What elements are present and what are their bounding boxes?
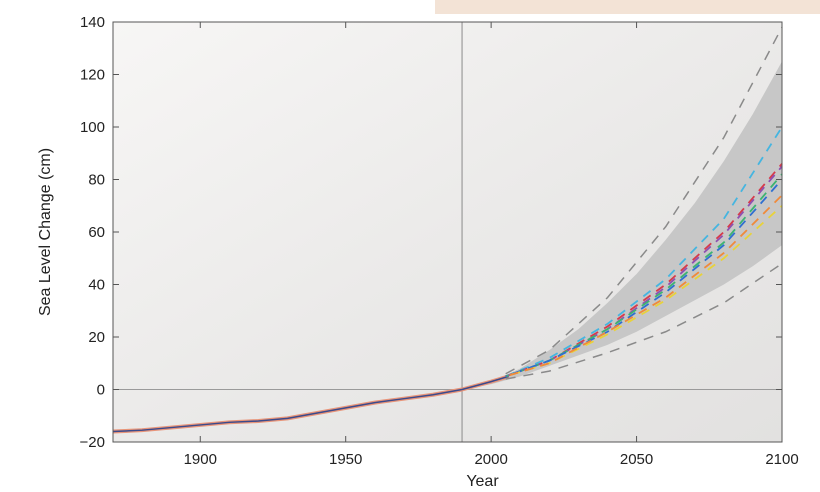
projection-series-2 [505, 163, 783, 378]
projection-series-7 [505, 194, 783, 378]
projection-series-1 [505, 126, 783, 378]
y-tick-label: 140 [80, 14, 105, 31]
x-axis-label: Year [466, 473, 499, 490]
x-tick-label: 1950 [329, 451, 362, 468]
y-tick-label: 80 [88, 172, 105, 189]
observed-smoothed-series [112, 375, 509, 433]
y-tick-label: 60 [88, 224, 105, 241]
y-tick-label: 0 [97, 382, 105, 399]
x-tick-label: 1900 [184, 451, 217, 468]
y-tick-label: 120 [80, 67, 105, 84]
projection-series-5 [505, 178, 783, 378]
y-tick-label: 40 [88, 277, 105, 294]
plot-background [113, 22, 782, 442]
outer-bound-lower [505, 262, 783, 380]
x-tick-label: 2050 [620, 451, 653, 468]
top-tint [435, 0, 820, 14]
x-tick-label: 2000 [474, 451, 507, 468]
x-tick-label: 2100 [765, 451, 798, 468]
y-tick-label: 20 [88, 329, 105, 346]
outer-bound-upper [505, 26, 783, 375]
projection-series-4 [505, 173, 783, 378]
y-axis-label: Sea Level Change (cm) [37, 148, 54, 316]
y-tick-label: −20 [80, 434, 105, 451]
y-tick-label: 100 [80, 119, 105, 136]
projection-series-3 [505, 165, 783, 378]
projection-series-6 [505, 205, 783, 378]
